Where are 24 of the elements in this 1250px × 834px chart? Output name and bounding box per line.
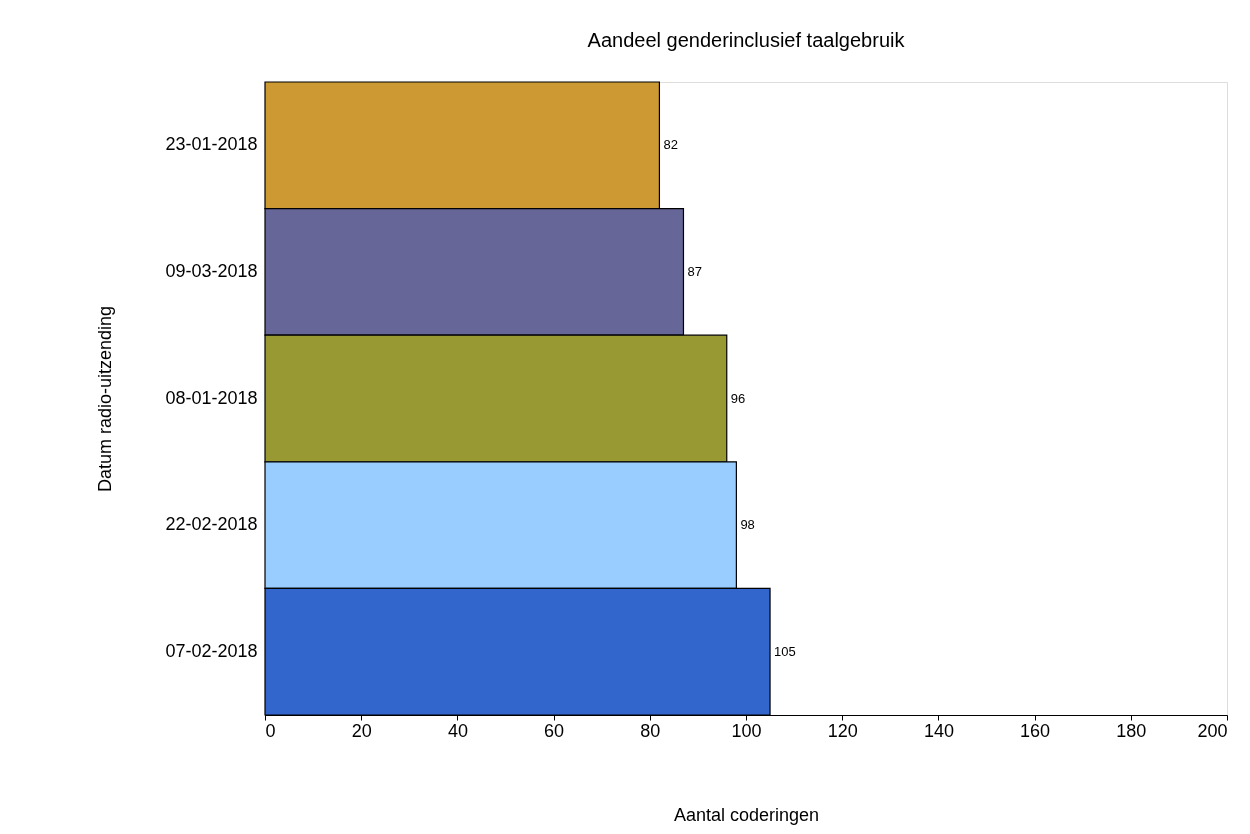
x-tick-label: 160 <box>1020 720 1051 741</box>
x-tick-label: 40 <box>447 720 468 741</box>
y-tick-label: 09-03-2018 <box>165 260 258 281</box>
x-tick-label: 60 <box>544 720 565 741</box>
x-axis-title: Aantal coderingen <box>673 804 820 825</box>
data-label: 105 <box>774 643 796 659</box>
y-tick-label: 07-02-2018 <box>165 640 258 661</box>
x-tick-label: 80 <box>640 720 661 741</box>
chart-title: Aandeel genderinclusief taalgebruik <box>587 29 906 52</box>
x-tick-label: 100 <box>731 720 762 741</box>
x-tick-label: 180 <box>1116 720 1147 741</box>
x-tick-label: 20 <box>351 720 372 741</box>
y-axis-title: Datum radio-uitzending <box>95 305 116 493</box>
y-tick-label: 23-01-2018 <box>165 134 258 155</box>
data-label: 98 <box>740 517 755 533</box>
x-tick-label: 120 <box>827 720 858 741</box>
x-tick-label: 0 <box>265 720 276 741</box>
x-tick-label: 140 <box>923 720 954 741</box>
y-tick-label: 08-01-2018 <box>165 387 258 408</box>
data-label: 96 <box>730 390 746 406</box>
data-label: 82 <box>663 137 678 153</box>
y-tick-label: 22-02-2018 <box>165 514 258 535</box>
data-label: 87 <box>687 263 702 279</box>
x-tick-label: 200 <box>1197 720 1228 741</box>
